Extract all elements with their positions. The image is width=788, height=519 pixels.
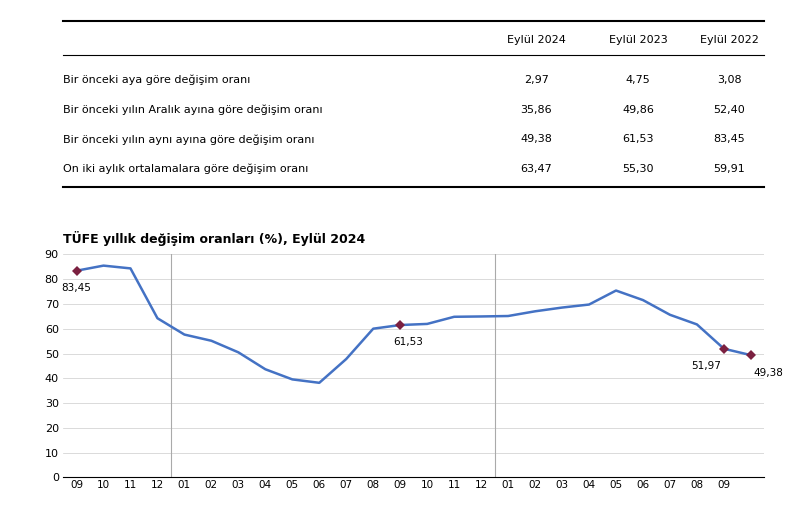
Text: 52,40: 52,40	[713, 105, 745, 115]
Text: Bir önceki yılın aynı ayına göre değişim oranı: Bir önceki yılın aynı ayına göre değişim…	[63, 134, 314, 145]
Text: 49,86: 49,86	[623, 105, 654, 115]
Text: 49,38: 49,38	[753, 367, 783, 377]
Text: 2024: 2024	[615, 517, 645, 519]
Text: 61,53: 61,53	[393, 337, 423, 347]
Text: 49,38: 49,38	[521, 134, 552, 144]
Text: TÜFE yıllık değişim oranları (%), Eylül 2024: TÜFE yıllık değişim oranları (%), Eylül …	[63, 231, 366, 247]
Text: Eylül 2023: Eylül 2023	[609, 35, 667, 45]
Text: Eylül 2022: Eylül 2022	[700, 35, 759, 45]
Text: Bir önceki aya göre değişim oranı: Bir önceki aya göre değişim oranı	[63, 75, 251, 85]
Text: On iki aylık ortalamalara göre değişim oranı: On iki aylık ortalamalara göre değişim o…	[63, 164, 308, 174]
Text: 63,47: 63,47	[521, 164, 552, 174]
Text: Bir önceki yılın Aralık ayına göre değişim oranı: Bir önceki yılın Aralık ayına göre değiş…	[63, 104, 322, 115]
Text: 2023: 2023	[318, 517, 348, 519]
Text: 51,97: 51,97	[691, 361, 721, 371]
Text: 83,45: 83,45	[713, 134, 745, 144]
Text: Eylül 2024: Eylül 2024	[507, 35, 566, 45]
Text: 2022: 2022	[102, 517, 132, 519]
Text: 61,53: 61,53	[623, 134, 654, 144]
Text: 2,97: 2,97	[524, 75, 549, 85]
Text: 55,30: 55,30	[623, 164, 654, 174]
Text: 59,91: 59,91	[713, 164, 745, 174]
Text: 35,86: 35,86	[521, 105, 552, 115]
Text: 4,75: 4,75	[626, 75, 651, 85]
Text: 3,08: 3,08	[717, 75, 742, 85]
Text: 83,45: 83,45	[61, 283, 91, 293]
